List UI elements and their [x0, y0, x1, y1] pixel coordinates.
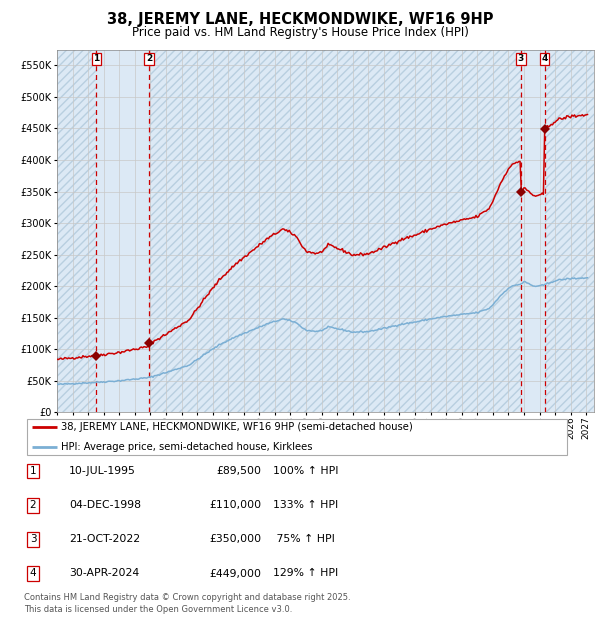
Text: 75% ↑ HPI: 75% ↑ HPI	[273, 534, 335, 544]
Text: Contains HM Land Registry data © Crown copyright and database right 2025.
This d: Contains HM Land Registry data © Crown c…	[24, 593, 350, 614]
Text: 2: 2	[29, 500, 37, 510]
Text: £110,000: £110,000	[209, 500, 261, 510]
Text: 38, JEREMY LANE, HECKMONDWIKE, WF16 9HP (semi-detached house): 38, JEREMY LANE, HECKMONDWIKE, WF16 9HP …	[61, 422, 413, 432]
Text: 21-OCT-2022: 21-OCT-2022	[69, 534, 140, 544]
Bar	[521, 50, 545, 412]
FancyBboxPatch shape	[27, 418, 567, 455]
Text: 133% ↑ HPI: 133% ↑ HPI	[273, 500, 338, 510]
Text: 2: 2	[146, 54, 152, 63]
Text: £449,000: £449,000	[209, 569, 261, 578]
Text: 30-APR-2024: 30-APR-2024	[69, 569, 139, 578]
Text: 4: 4	[29, 569, 37, 578]
Text: 1: 1	[29, 466, 37, 476]
Bar	[149, 50, 521, 412]
Text: 38, JEREMY LANE, HECKMONDWIKE, WF16 9HP: 38, JEREMY LANE, HECKMONDWIKE, WF16 9HP	[107, 12, 493, 27]
Text: 3: 3	[518, 54, 524, 63]
Text: Price paid vs. HM Land Registry's House Price Index (HPI): Price paid vs. HM Land Registry's House …	[131, 26, 469, 39]
Text: HPI: Average price, semi-detached house, Kirklees: HPI: Average price, semi-detached house,…	[61, 442, 313, 452]
Text: 04-DEC-1998: 04-DEC-1998	[69, 500, 141, 510]
Text: 1: 1	[93, 54, 100, 63]
Text: 10-JUL-1995: 10-JUL-1995	[69, 466, 136, 476]
Text: 100% ↑ HPI: 100% ↑ HPI	[273, 466, 338, 476]
Text: £89,500: £89,500	[216, 466, 261, 476]
Bar	[57, 50, 97, 412]
Bar	[97, 50, 149, 412]
Text: 129% ↑ HPI: 129% ↑ HPI	[273, 569, 338, 578]
Bar	[545, 50, 594, 412]
Text: 3: 3	[29, 534, 37, 544]
Text: 4: 4	[541, 54, 548, 63]
Text: £350,000: £350,000	[209, 534, 261, 544]
